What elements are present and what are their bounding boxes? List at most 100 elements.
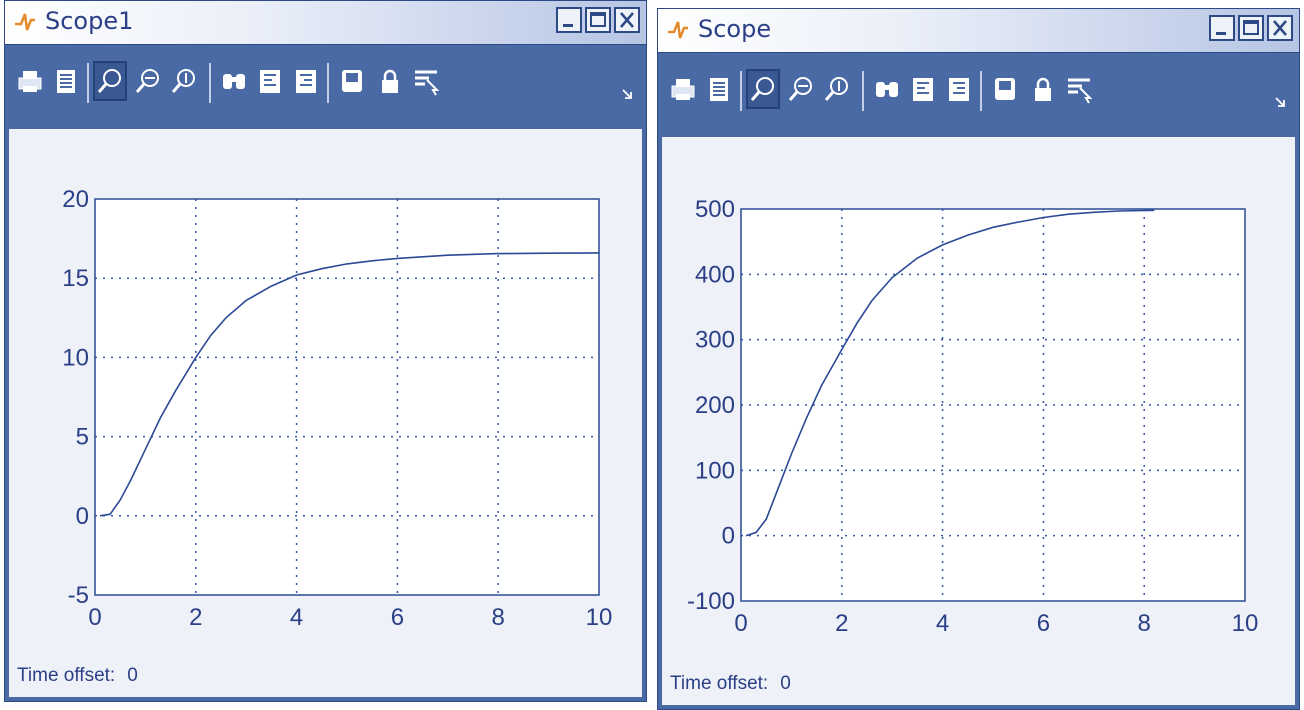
y-tick-label: 200 (695, 392, 735, 419)
scope-app-icon (668, 21, 688, 39)
restore-axes-icon (949, 78, 969, 101)
autoscale-button[interactable] (870, 69, 904, 109)
zoom-y-icon (171, 69, 195, 93)
print-button[interactable] (666, 69, 700, 109)
zoom-x-button[interactable] (131, 61, 165, 101)
lock-axes-icon (382, 69, 398, 93)
x-tick-label: 2 (835, 610, 848, 637)
close-button[interactable] (1267, 15, 1293, 41)
minimize-icon (1216, 32, 1226, 35)
plot-area: 0 2 4 6 8 10 -5 0 5 10 15 20 Time offset: 0 (9, 129, 642, 697)
zoom-y-button[interactable] (820, 69, 854, 109)
close-icon (1273, 20, 1287, 36)
restore-axes-button[interactable] (942, 69, 976, 109)
lock-axes-button[interactable] (1026, 69, 1060, 109)
y-tick-label: 10 (62, 344, 89, 371)
x-tick-label: 6 (1037, 610, 1050, 637)
restore-axes-icon (296, 70, 316, 93)
zoom-x-icon (135, 69, 159, 93)
floating-scope-button[interactable] (335, 61, 369, 101)
print-button[interactable] (13, 61, 47, 101)
y-tick-label: 400 (695, 261, 735, 288)
zoom-x-icon (788, 77, 812, 101)
autoscale-icon (223, 74, 245, 89)
maximize-icon (1243, 20, 1259, 35)
save-axes-icon (913, 78, 933, 101)
signal-trace (99, 252, 600, 517)
title-bar[interactable]: Scope1 (5, 1, 646, 45)
y-tick-label: 0 (76, 503, 89, 530)
toolbar-expand-icon[interactable] (1275, 97, 1285, 107)
scope-window: Scope 0 2 4 6 8 10 -100 0 100 200 300 400 500 Time o… (657, 8, 1300, 710)
zoom-x-button[interactable] (784, 69, 818, 109)
axes-background (741, 209, 1245, 601)
axes-frame (94, 198, 600, 596)
time-offset: Time offset: 0 (17, 665, 150, 687)
signal-selection-icon (415, 70, 440, 96)
signal-selection-button[interactable] (1062, 69, 1096, 109)
y-tick-label: 100 (695, 457, 735, 484)
x-tick-label: 4 (936, 610, 949, 637)
x-tick-label: 8 (492, 604, 505, 631)
plot-area: 0 2 4 6 8 10 -100 0 100 200 300 400 500 Time offset:… (662, 137, 1295, 705)
time-offset: Time offset: 0 (670, 673, 803, 695)
zoom-icon (750, 77, 774, 101)
scope1-window: Scope1 0 2 4 6 8 10 -5 0 5 10 15 20 Time offset: 0 (4, 0, 647, 702)
window-title: Scope1 (45, 7, 134, 35)
save-axes-button[interactable] (253, 61, 287, 101)
x-tick-label: 0 (88, 604, 101, 631)
y-tick-label: 5 (76, 424, 89, 451)
y-tick-label: -100 (687, 588, 735, 615)
autoscale-icon (876, 82, 898, 97)
toolbar-expand-icon[interactable] (622, 89, 632, 99)
zoom-icon (97, 69, 121, 93)
minimize-icon (563, 24, 573, 27)
floating-scope-button[interactable] (988, 69, 1022, 109)
x-tick-label: 6 (391, 604, 404, 631)
zoom-y-button[interactable] (167, 61, 201, 101)
y-tick-label: 0 (722, 523, 735, 550)
signal-selection-icon (1068, 78, 1093, 104)
print-icon (671, 79, 695, 100)
floating-scope-icon (342, 70, 362, 92)
y-tick-label: -5 (68, 582, 89, 609)
toolbar (5, 45, 646, 125)
y-tick-label: 500 (695, 196, 735, 223)
scope-app-icon (15, 13, 35, 31)
parameters-button[interactable] (702, 69, 736, 109)
floating-scope-icon (995, 78, 1015, 100)
parameters-button[interactable] (49, 61, 83, 101)
signal-trace (745, 209, 1155, 537)
maximize-icon (590, 12, 606, 27)
y-tick-label: 20 (62, 186, 89, 213)
zoom-button[interactable] (746, 69, 780, 109)
y-tick-label: 15 (62, 265, 89, 292)
minimize-button[interactable] (1209, 15, 1235, 41)
x-tick-label: 10 (1232, 610, 1259, 637)
zoom-button[interactable] (93, 61, 127, 101)
maximize-button[interactable] (585, 7, 611, 33)
window-title: Scope (698, 15, 772, 43)
title-bar[interactable]: Scope (658, 9, 1299, 53)
x-tick-label: 0 (734, 610, 747, 637)
signal-selection-button[interactable] (409, 61, 443, 101)
time-offset-label: Time offset: (670, 673, 769, 694)
x-tick-label: 2 (189, 604, 202, 631)
save-axes-button[interactable] (906, 69, 940, 109)
x-tick-label: 4 (290, 604, 303, 631)
maximize-button[interactable] (1238, 15, 1264, 41)
autoscale-button[interactable] (217, 61, 251, 101)
save-axes-icon (260, 70, 280, 93)
time-offset-value: 0 (780, 673, 791, 694)
lock-axes-button[interactable] (373, 61, 407, 101)
close-button[interactable] (614, 7, 640, 33)
axes-frame (740, 208, 1246, 602)
y-tick-label: 300 (695, 327, 735, 354)
axes-background (95, 199, 599, 595)
parameters-icon (710, 78, 728, 101)
close-icon (620, 12, 634, 28)
restore-axes-button[interactable] (289, 61, 323, 101)
minimize-button[interactable] (556, 7, 582, 33)
